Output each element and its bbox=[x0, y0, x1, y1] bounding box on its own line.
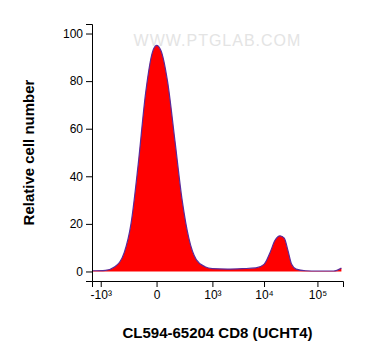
y-tick-label: 100 bbox=[63, 27, 83, 41]
x-tick: -10³ bbox=[91, 281, 112, 302]
x-tick-label: 10⁴ bbox=[255, 288, 274, 302]
y-tick: 40 bbox=[70, 170, 92, 184]
y-tick-label: 40 bbox=[70, 170, 84, 184]
x-tick-label: 10⁵ bbox=[309, 288, 327, 302]
y-tick: 80 bbox=[70, 74, 92, 88]
x-tick: 10⁴ bbox=[255, 281, 274, 302]
y-tick: 100 bbox=[63, 27, 92, 41]
x-tick-label: -10³ bbox=[91, 288, 112, 302]
x-axis: -10³ 0 10³ 10⁴ 10⁵ bbox=[91, 281, 344, 302]
y-tick-mark bbox=[86, 176, 92, 177]
plot-area bbox=[92, 45, 341, 271]
x-tick: 10³ bbox=[204, 281, 221, 302]
y-tick-mark bbox=[86, 129, 92, 130]
x-axis-title: CL594-65204 CD8 (UCHT4) bbox=[122, 324, 312, 341]
histogram-outline bbox=[92, 45, 341, 271]
y-axis-title: Relative cell number bbox=[20, 79, 37, 225]
y-tick: 20 bbox=[70, 217, 92, 231]
y-tick-mark bbox=[86, 34, 92, 35]
y-tick: 60 bbox=[70, 122, 92, 136]
y-tick-mark bbox=[86, 271, 92, 272]
x-axis-line bbox=[93, 282, 344, 288]
chart: WWW.PTGLAB.COM-10³010³10⁴10⁵020406080100… bbox=[0, 0, 365, 360]
y-tick-label: 0 bbox=[76, 265, 83, 279]
x-tick: 10⁵ bbox=[309, 281, 327, 302]
x-tick: 0 bbox=[154, 281, 161, 302]
y-axis-line bbox=[86, 25, 93, 282]
y-tick-mark bbox=[86, 224, 92, 225]
y-tick-label: 80 bbox=[70, 74, 84, 88]
x-tick-label: 10³ bbox=[204, 288, 221, 302]
y-axis: 0 20 40 60 80 100 bbox=[63, 25, 93, 282]
x-tick-mark bbox=[212, 281, 213, 287]
y-tick-label: 60 bbox=[70, 122, 84, 136]
x-tick-mark bbox=[317, 281, 318, 287]
y-tick-label: 20 bbox=[70, 217, 84, 231]
y-tick: 0 bbox=[76, 265, 92, 279]
x-tick-label: 0 bbox=[154, 288, 161, 302]
x-tick-mark bbox=[101, 281, 102, 287]
x-tick-mark bbox=[264, 281, 265, 287]
x-tick-mark bbox=[157, 281, 158, 287]
y-tick-mark bbox=[86, 81, 92, 82]
histogram-area bbox=[92, 45, 341, 271]
